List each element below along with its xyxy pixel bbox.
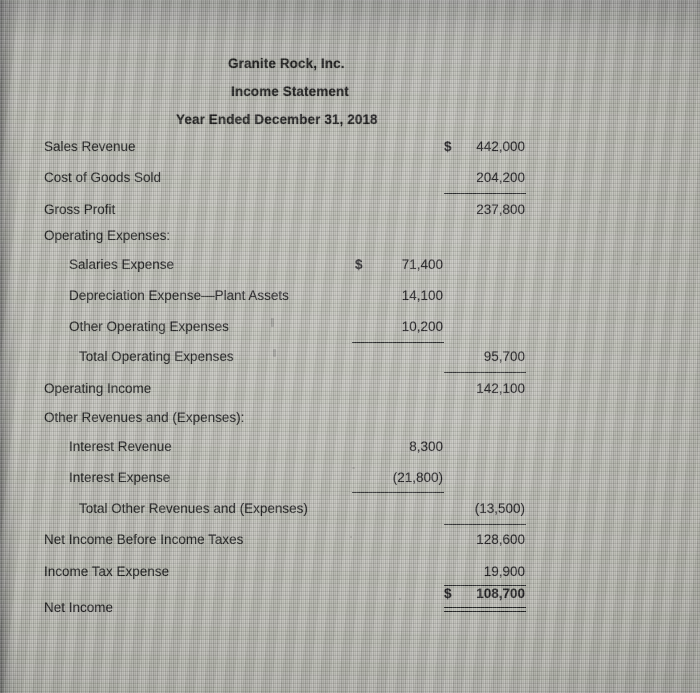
table-row-sales-revenue: Sales Revenue $ 442,000 xyxy=(0,139,700,161)
subtotal-rule-total-operating-expenses xyxy=(352,342,444,343)
currency-symbol-net-income: $ xyxy=(444,586,452,601)
screen-speck xyxy=(599,211,601,213)
line-label-income-tax-expense: Income Tax Expense xyxy=(44,564,170,579)
line-amount-depreciation-expense: 14,100 xyxy=(401,288,443,303)
line-label-other-operating-expenses: Other Operating Expenses xyxy=(69,319,229,334)
section-header-other-revenues: Other Revenues and (Expenses): xyxy=(44,410,245,425)
subtotal-rule-operating-income xyxy=(444,372,526,373)
section-header-operating-expenses: Operating Expenses: xyxy=(44,228,171,243)
line-label-interest-expense: Interest Expense xyxy=(69,470,171,485)
statement-period: Year Ended December 31, 2018 xyxy=(176,112,378,127)
table-row-net-income: $ 108,700 xyxy=(0,586,700,608)
line-label-operating-income: Operating Income xyxy=(44,381,152,396)
line-amount-interest-expense: (21,800) xyxy=(392,470,443,485)
subtotal-rule-net-income-before-taxes xyxy=(444,524,526,525)
table-row-operating-expenses-header: Operating Expenses: xyxy=(0,228,700,250)
line-amount-net-income: 108,700 xyxy=(476,586,525,601)
table-row-cost-of-goods-sold: Cost of Goods Sold 204,200 xyxy=(0,170,700,192)
line-amount-cost-of-goods-sold: 204,200 xyxy=(476,170,525,185)
double-rule-net-income xyxy=(444,607,526,612)
table-row-interest-revenue: Interest Revenue 8,300 xyxy=(0,439,700,461)
screen-speck xyxy=(352,467,355,469)
line-amount-sales-revenue: 442,000 xyxy=(476,139,525,154)
table-row-income-tax-expense: Income Tax Expense 19,900 xyxy=(0,564,700,586)
currency-symbol-salaries-expense: $ xyxy=(355,257,363,272)
line-label-cost-of-goods-sold: Cost of Goods Sold xyxy=(44,170,162,185)
table-row-salaries-expense: Salaries Expense $ 71,400 xyxy=(0,257,700,279)
line-amount-salaries-expense: 71,400 xyxy=(401,257,443,272)
line-label-net-income: Net Income xyxy=(44,600,114,615)
table-row-depreciation-expense: Depreciation Expense—Plant Assets 14,100 xyxy=(0,288,700,310)
screen-speck xyxy=(636,263,638,265)
screen-speck xyxy=(350,536,352,538)
line-label-total-operating-expenses: Total Operating Expenses xyxy=(79,349,234,364)
subtotal-rule-gross-profit xyxy=(444,193,526,194)
line-amount-income-tax-expense: 19,900 xyxy=(483,564,525,579)
table-row-other-operating-expenses: Other Operating Expenses 10,200 xyxy=(0,319,700,341)
currency-symbol-sales-revenue: $ xyxy=(444,139,452,154)
line-amount-net-income-before-taxes: 128,600 xyxy=(476,532,525,547)
line-label-depreciation-expense: Depreciation Expense—Plant Assets xyxy=(69,288,289,303)
line-label-total-other-revenues: Total Other Revenues and (Expenses) xyxy=(79,501,308,516)
statement-title: Income Statement xyxy=(231,84,349,99)
table-row-net-income-label: Net Income xyxy=(0,600,700,622)
table-row-operating-income: Operating Income 142,100 xyxy=(0,381,700,403)
line-amount-total-operating-expenses: 95,700 xyxy=(483,349,525,364)
company-name: Granite Rock, Inc. xyxy=(228,56,345,71)
subtotal-rule-total-other-revenues xyxy=(352,492,444,493)
line-amount-gross-profit: 237,800 xyxy=(476,202,525,217)
table-row-gross-profit: Gross Profit 237,800 xyxy=(0,202,700,224)
screen-speck xyxy=(399,598,401,600)
screen-speck xyxy=(273,349,276,357)
line-label-interest-revenue: Interest Revenue xyxy=(69,439,172,454)
line-amount-other-operating-expenses: 10,200 xyxy=(401,319,443,334)
line-amount-operating-income: 142,100 xyxy=(476,381,525,396)
table-row-other-revenues-header: Other Revenues and (Expenses): xyxy=(0,410,700,432)
table-row-interest-expense: Interest Expense (21,800) xyxy=(0,470,700,492)
line-label-gross-profit: Gross Profit xyxy=(44,202,116,217)
line-label-sales-revenue: Sales Revenue xyxy=(44,139,136,154)
line-label-salaries-expense: Salaries Expense xyxy=(69,257,175,272)
line-label-net-income-before-taxes: Net Income Before Income Taxes xyxy=(44,532,244,547)
table-row-total-operating-expenses: Total Operating Expenses 95,700 xyxy=(0,349,700,371)
table-row-net-income-before-taxes: Net Income Before Income Taxes 128,600 xyxy=(0,532,700,554)
table-row-total-other-revenues: Total Other Revenues and (Expenses) (13,… xyxy=(0,501,700,523)
screen-speck xyxy=(271,318,274,327)
line-amount-total-other-revenues: (13,500) xyxy=(474,501,525,516)
line-amount-interest-revenue: 8,300 xyxy=(409,439,443,454)
total-rule-net-income xyxy=(444,585,526,586)
